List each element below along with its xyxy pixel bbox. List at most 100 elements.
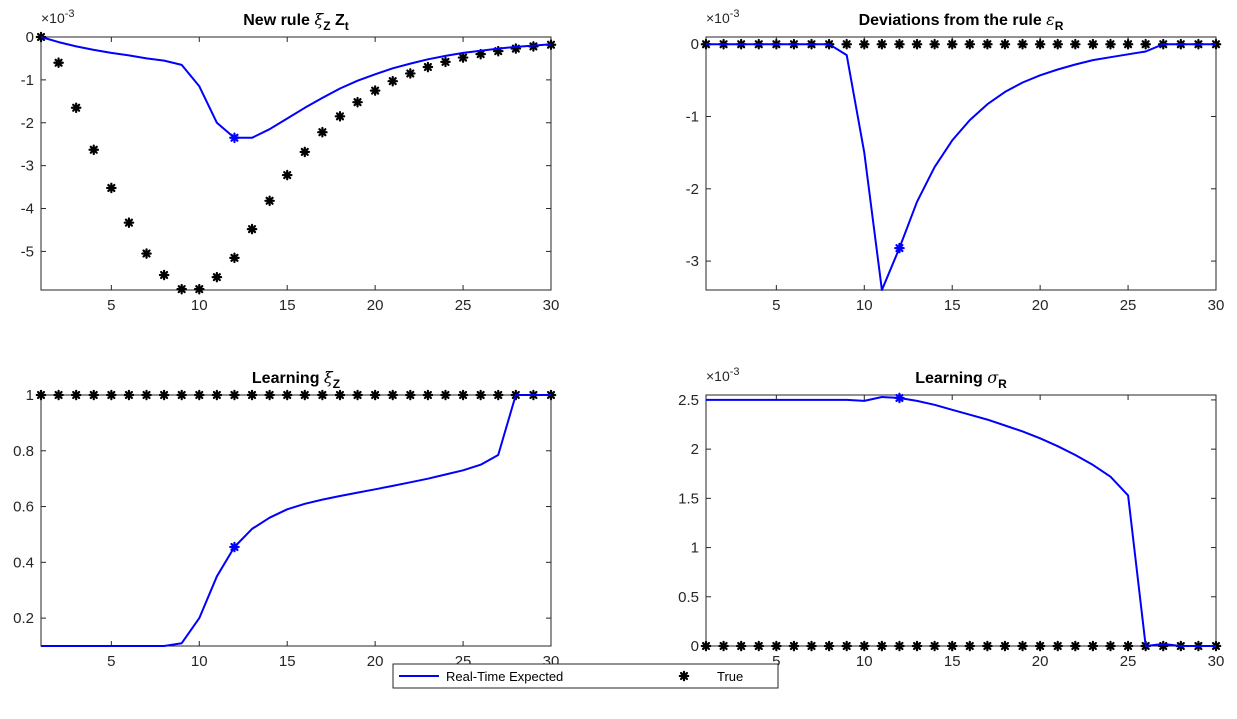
true-marker (999, 640, 1011, 652)
subplot-2: 5 10 15 20 25 30 0 -1 -2 -3 ×10-3 Deviations from t… (686, 8, 1225, 314)
x-tick-label: 30 (1208, 653, 1225, 670)
expected-highlight-marker (229, 541, 240, 553)
x-tick-label: 15 (944, 297, 961, 314)
x-tick-label: 10 (191, 297, 208, 314)
true-marker (457, 52, 469, 63)
true-marker (1034, 640, 1046, 652)
expected-series-line (706, 43, 1216, 291)
y-tick-label: -3 (21, 158, 34, 175)
true-marker (806, 640, 817, 652)
true-marker (246, 223, 258, 235)
y-tick-label: 1 (26, 387, 34, 404)
y-axis-multiplier: ×10-3 (706, 366, 740, 384)
y-tick-label: 0 (691, 36, 699, 53)
true-marker (1052, 640, 1064, 652)
x-tick-label: 10 (856, 297, 873, 314)
true-marker (88, 144, 100, 156)
true-marker (475, 389, 486, 401)
y-tick-label: -2 (686, 181, 699, 198)
true-marker (999, 38, 1011, 50)
x-tick-label: 5 (772, 653, 780, 670)
y-tick-label: 0.8 (13, 443, 34, 460)
true-marker (422, 389, 434, 401)
true-marker (718, 640, 729, 652)
true-marker (1034, 38, 1046, 50)
true-marker (1087, 640, 1099, 652)
true-marker (106, 389, 117, 401)
true-marker (894, 640, 905, 652)
true-marker (35, 389, 47, 401)
x-tick-label: 15 (944, 653, 961, 670)
expected-highlight-marker (229, 132, 240, 144)
x-tick-label: 5 (107, 653, 115, 670)
true-marker (1087, 38, 1099, 50)
true-marker (299, 146, 311, 158)
y-tick-label: -2 (21, 115, 34, 132)
legend: Real-Time Expected True (392, 663, 779, 689)
y-tick-label: 2.5 (678, 392, 699, 409)
x-tick-label: 25 (455, 297, 472, 314)
true-marker (405, 68, 416, 79)
y-tick-label: 0.5 (678, 589, 699, 606)
true-marker (176, 283, 187, 295)
plot-area (35, 31, 557, 295)
true-marker (1140, 38, 1151, 50)
true-marker (1070, 640, 1081, 652)
true-marker (475, 48, 486, 60)
true-marker (369, 85, 381, 96)
true-marker (264, 389, 275, 401)
true-marker (352, 389, 363, 401)
true-marker (841, 640, 852, 652)
y-tick-label: -5 (21, 243, 34, 260)
true-marker (492, 389, 504, 401)
y-tick-label: -1 (21, 72, 34, 89)
true-marker (735, 640, 747, 652)
true-marker (334, 389, 346, 401)
true-marker (229, 252, 240, 264)
subplot-title: Deviations from the rule εR (859, 10, 1064, 33)
x-tick-label: 30 (1208, 297, 1225, 314)
legend-box (392, 663, 779, 689)
true-marker (858, 640, 870, 652)
true-marker (106, 182, 117, 194)
true-marker (352, 96, 363, 108)
y-tick-label: -1 (686, 109, 699, 126)
y-axis-multiplier: ×10-3 (706, 8, 740, 26)
true-marker (299, 389, 311, 401)
expected-series-line (41, 394, 551, 647)
true-marker (510, 43, 522, 54)
true-marker (894, 38, 905, 50)
true-marker (369, 389, 381, 401)
x-tick-label: 25 (1120, 653, 1137, 670)
true-marker (911, 38, 923, 50)
true-marker (858, 38, 870, 50)
y-tick-label: 0.6 (13, 499, 34, 516)
y-tick-label: 0 (26, 29, 34, 46)
true-marker (176, 389, 187, 401)
x-tick-label: 20 (367, 653, 384, 670)
true-marker (1105, 38, 1116, 50)
true-marker (876, 38, 888, 50)
true-marker (158, 389, 170, 401)
axes-box (705, 394, 1217, 647)
true-marker (1070, 38, 1081, 50)
x-tick-label: 30 (543, 297, 560, 314)
y-tick-label: 0.4 (13, 554, 34, 571)
true-marker (281, 169, 293, 181)
true-marker (141, 389, 152, 401)
true-marker (246, 389, 258, 401)
x-tick-label: 5 (107, 297, 115, 314)
y-tick-label: 1.5 (678, 490, 699, 507)
true-marker (771, 640, 782, 652)
true-marker (946, 38, 958, 50)
true-marker (211, 389, 223, 401)
x-tick-label: 15 (279, 653, 296, 670)
true-marker (700, 640, 712, 652)
expected-series-line (40, 36, 552, 139)
true-marker (982, 38, 993, 50)
plot-area (35, 389, 557, 647)
true-marker (946, 640, 958, 652)
true-marker (823, 640, 835, 652)
true-marker (1122, 38, 1134, 50)
true-marker (929, 640, 940, 652)
